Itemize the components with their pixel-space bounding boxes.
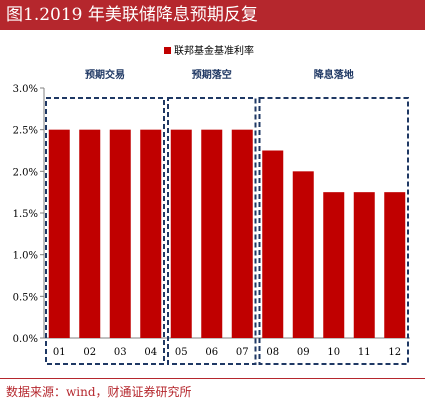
x-tick-label: 09 — [297, 347, 310, 358]
x-tick-label: 12 — [388, 347, 401, 358]
y-tick-label: 0.5% — [13, 292, 38, 303]
group-label: 预期交易 — [85, 68, 125, 81]
y-tick-label: 3.0% — [13, 84, 38, 95]
x-tick-label: 10 — [327, 347, 340, 358]
x-tick-label: 03 — [114, 347, 127, 358]
bar — [353, 192, 375, 338]
chart-axes: 0.0% 0.5% 1.0% 1.5% 2.0% 2.5% 3.0% — [13, 84, 410, 345]
x-tick-label: 05 — [175, 347, 188, 358]
y-tick-label: 1.0% — [13, 251, 38, 262]
y-tick-label: 0.0% — [13, 334, 38, 345]
x-tick-label: 08 — [266, 347, 279, 358]
page-title: 图1.2019 年美联储降息预期反复 — [0, 0, 425, 30]
bar — [109, 129, 131, 338]
bar — [323, 192, 345, 338]
x-tick-label: 07 — [236, 347, 249, 358]
bar — [231, 129, 253, 338]
x-tick-label: 01 — [53, 347, 66, 358]
bar — [292, 171, 314, 338]
x-tick-label: 06 — [205, 347, 218, 358]
bar — [384, 192, 406, 338]
bar — [48, 129, 70, 338]
bar — [140, 129, 162, 338]
bar-chart: 0.0% 0.5% 1.0% 1.5% 2.0% 2.5% 3.0% 联邦基金基准利率预期交… — [13, 44, 410, 365]
group-box — [45, 97, 165, 365]
bar — [79, 129, 101, 338]
group-boxes — [45, 97, 409, 365]
legend-label: 联邦基金基准利率 — [174, 44, 254, 57]
legend-swatch — [164, 47, 171, 54]
y-tick-label: 1.5% — [13, 209, 38, 220]
x-tick-label: 04 — [144, 347, 157, 358]
footer-divider — [0, 378, 425, 379]
x-tick-label: 11 — [358, 347, 371, 358]
bar — [170, 129, 192, 338]
x-tick-label: 02 — [83, 347, 96, 358]
bar — [201, 129, 223, 338]
group-box — [258, 97, 409, 365]
group-label: 预期落空 — [192, 68, 232, 81]
bar — [262, 150, 284, 338]
group-label: 降息落地 — [314, 68, 354, 81]
bars — [48, 129, 406, 338]
group-box — [167, 97, 257, 365]
y-tick-label: 2.0% — [13, 167, 38, 178]
y-tick-label: 2.5% — [13, 126, 38, 137]
data-source: 数据来源：wind，财通证券研究所 — [6, 385, 192, 399]
